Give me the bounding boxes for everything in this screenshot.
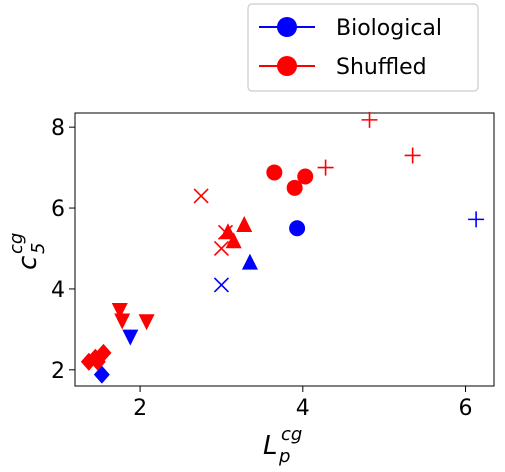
x-axis-label-base: L <box>263 431 278 461</box>
shuffled-point-triangle-up <box>219 223 236 240</box>
y-axis-label-superscript: cg <box>6 233 27 254</box>
shuffled-point-diamond <box>89 352 106 371</box>
shuffled-point-triangle-up <box>225 232 242 249</box>
x-axis-label: L cg p <box>263 424 302 467</box>
x-tick-label: 6 <box>459 396 473 421</box>
legend-label-shuffled: Shuffled <box>336 55 427 80</box>
shuffled-point-circle <box>286 179 303 196</box>
shuffled-point-circle <box>297 168 314 185</box>
legend-entry-shuffled: Shuffled <box>259 55 427 80</box>
data-points <box>80 111 485 384</box>
legend-frame <box>247 3 479 92</box>
y-axis-label-subscript: 5 <box>28 243 49 254</box>
biological-point-x <box>213 277 230 293</box>
x-tick-label: 2 <box>133 396 147 421</box>
legend-marker-shuffled <box>277 56 297 76</box>
y-tick-label: 6 <box>51 197 65 222</box>
shuffled-point-x <box>213 240 230 257</box>
shuffled-point-x <box>217 224 234 240</box>
legend-marker-biological <box>277 17 297 37</box>
legend: Biological Shuffled <box>247 3 479 92</box>
x-tick-label: 4 <box>296 396 310 421</box>
y-tick-label: 2 <box>51 359 65 384</box>
shuffled-point-plus <box>404 147 421 164</box>
y-axis-label: c cg 5 <box>6 233 49 270</box>
shuffled-point-plus <box>317 159 334 176</box>
legend-entry-biological: Biological <box>259 16 442 41</box>
y-tick-label: 4 <box>51 278 65 303</box>
x-axis-label-subscript: p <box>278 446 290 467</box>
shuffled-point-triangle-down <box>114 313 131 330</box>
shuffled-point-plus <box>361 111 378 128</box>
shuffled-point-triangle-down <box>111 302 128 319</box>
biological-point-plus <box>468 211 485 228</box>
biological-point-triangle-up <box>241 253 258 270</box>
shuffled-point-x <box>193 188 209 204</box>
y-axis-label-base: c <box>13 256 43 270</box>
shuffled-point-triangle-down <box>138 314 155 331</box>
shuffled-point-triangle-up <box>236 216 253 233</box>
y-tick-label: 8 <box>51 116 65 141</box>
biological-point-circle <box>289 220 306 237</box>
legend-label-biological: Biological <box>336 16 442 41</box>
plot-area <box>74 112 495 387</box>
x-axis-label-superscript: cg <box>281 424 302 445</box>
axis-ticks: 2 4 6 2 4 6 8 <box>51 116 473 421</box>
biological-point-triangle-down <box>122 329 139 346</box>
shuffled-point-circle <box>266 164 283 181</box>
